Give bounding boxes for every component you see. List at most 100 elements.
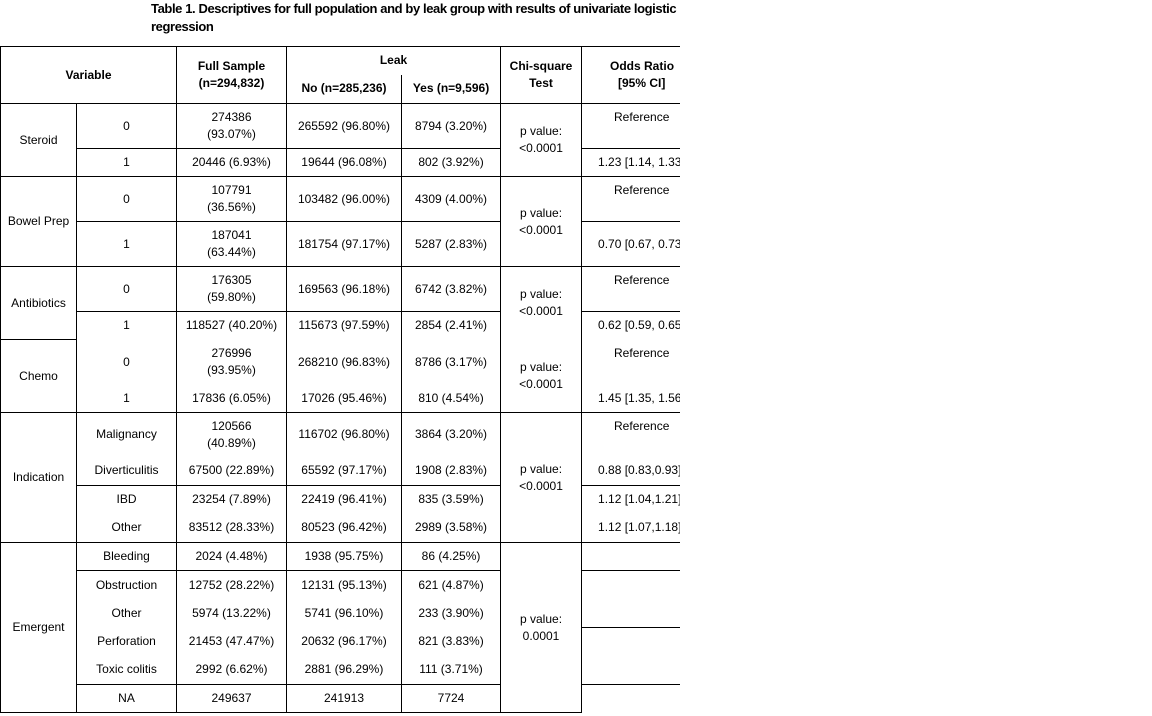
header-chi-label: Chi-square bbox=[509, 59, 573, 73]
full-count: 187041 bbox=[211, 228, 252, 242]
chi-square-cell: p value: <0.0001 bbox=[500, 412, 583, 543]
level-cell: 1 bbox=[76, 384, 177, 413]
full-sample-cell: 249637 bbox=[176, 684, 287, 713]
group-label-emergent: Emergent bbox=[0, 542, 77, 713]
table-row: Steroid 0 274386 (93.07%) 265592 (96.80%)… bbox=[0, 103, 681, 177]
leak-no-cell: 12131 (95.13%) bbox=[286, 570, 402, 600]
odds-ratio-cell: 0.70 [0.67, 0.73] bbox=[581, 221, 680, 267]
header-leak-yes: Yes (n=9,596) bbox=[401, 74, 502, 104]
chi-square-cell: p value: <0.0001 bbox=[500, 103, 583, 177]
full-percent: (93.95%) bbox=[207, 363, 256, 377]
leak-yes-cell: 233 (3.90%) bbox=[401, 599, 502, 628]
chi-square-cell: p value: 0.0001 bbox=[500, 542, 583, 713]
chi-square-cell: p value: <0.0001 bbox=[500, 266, 583, 340]
leak-yes-cell: 821 (3.83%) bbox=[401, 627, 502, 656]
p-label: p value: bbox=[520, 205, 563, 220]
header-full-sample-label: Full Sample bbox=[197, 59, 266, 73]
leak-no-cell: 2881 (96.29%) bbox=[286, 655, 402, 685]
full-count: 107791 bbox=[211, 183, 252, 197]
level-cell: NA bbox=[76, 684, 177, 713]
leak-yes-cell: 86 (4.25%) bbox=[401, 542, 502, 571]
full-percent: (40.89%) bbox=[207, 435, 256, 450]
table-row: Indication Malignancy 120566 (40.89%) 116… bbox=[0, 412, 681, 543]
full-percent: (59.80%) bbox=[207, 290, 256, 304]
level-cell: Bleeding bbox=[76, 542, 177, 571]
leak-no-cell: 1938 (95.75%) bbox=[286, 542, 402, 571]
group-label-bowel-prep: Bowel Prep bbox=[0, 176, 77, 267]
leak-yes-cell: 6742 (3.82%) bbox=[401, 266, 502, 312]
p-label: p value: bbox=[520, 461, 563, 476]
level-cell: Other bbox=[76, 513, 177, 543]
p-label: p value: bbox=[520, 359, 563, 374]
odds-ratio-cell: 0.62 [0.59, 0.65] bbox=[581, 311, 680, 340]
full-sample-cell: 2024 (4.48%) bbox=[176, 542, 287, 571]
p-value: <0.0001 bbox=[519, 141, 563, 155]
header-full-sample-n: (n=294,832) bbox=[198, 76, 265, 90]
odds-ratio-cell: 1.23 [1.14, 1.33] bbox=[581, 148, 680, 177]
level-cell: Other bbox=[76, 599, 177, 628]
full-sample-cell: 17836 (6.05%) bbox=[176, 384, 287, 413]
p-label: p value: bbox=[520, 124, 563, 138]
full-sample-cell: 23254 (7.89%) bbox=[176, 485, 287, 514]
level-cell: IBD bbox=[76, 485, 177, 514]
full-sample-cell: 176305 (59.80%) bbox=[176, 266, 287, 312]
level-cell: 0 bbox=[76, 266, 177, 312]
p-value: <0.0001 bbox=[519, 376, 563, 391]
leak-no-cell: 116702 (96.80%) bbox=[286, 412, 402, 457]
full-sample-cell: 187041 (63.44%) bbox=[176, 221, 287, 267]
leak-yes-cell: 810 (4.54%) bbox=[401, 384, 502, 413]
chi-square-cell: p value: <0.0001 bbox=[500, 176, 583, 267]
odds-ratio-cell: 1.12 [1.07,1.18] bbox=[581, 513, 680, 543]
chi-square-cell: p value: <0.0001 bbox=[500, 339, 583, 413]
table-row: Obstruction 12752 (28.22%) 12131 (95.13%… bbox=[1, 570, 681, 600]
header-odds-ratio: Odds Ratio [95% CI] bbox=[581, 46, 680, 104]
leak-no-cell: 181754 (97.17%) bbox=[286, 221, 402, 267]
level-cell: Diverticulitis bbox=[76, 456, 177, 486]
odds-ratio-reference: Reference bbox=[614, 183, 670, 197]
odds-ratio-cell bbox=[581, 542, 680, 571]
leak-yes-cell: 835 (3.59%) bbox=[401, 485, 502, 514]
odds-ratio-cell bbox=[581, 599, 680, 628]
odds-ratio-reference: Reference bbox=[614, 273, 670, 287]
odds-ratio-reference: Reference bbox=[614, 110, 670, 124]
group-label-chemo: Chemo bbox=[0, 339, 77, 413]
leak-yes-cell: 5287 (2.83%) bbox=[401, 221, 502, 267]
level-cell: 0 bbox=[76, 103, 177, 149]
p-value: <0.0001 bbox=[519, 222, 563, 237]
table-row: Bowel Prep 0 107791 (36.56%) 103482 (96.0… bbox=[0, 176, 681, 267]
leak-no-cell: 20632 (96.17%) bbox=[286, 627, 402, 656]
odds-ratio-cell: 1.12 [1.04,1.21] bbox=[598, 492, 680, 507]
full-sample-cell: 274386 (93.07%) bbox=[176, 103, 287, 149]
header-or-ci: [95% CI] bbox=[618, 76, 666, 90]
level-cell: 0 bbox=[76, 339, 177, 385]
table-row: Other 83512 (28.33%) 80523 (96.42%) 2989… bbox=[1, 513, 680, 543]
level-cell: Toxic colitis bbox=[76, 655, 177, 685]
leak-yes-cell: 4309 (4.00%) bbox=[401, 176, 502, 222]
level-cell: 1 bbox=[76, 221, 177, 267]
table-row: NA 249637 241913 7724 bbox=[1, 684, 681, 713]
full-sample-cell: 21453 (47.47%) bbox=[176, 627, 287, 656]
table-row: Emergent Bleeding 2024 (4.48%) 1938 (95.… bbox=[0, 542, 680, 713]
odds-ratio-cell: 1.45 [1.35, 1.56] bbox=[581, 384, 680, 413]
table-row: 1 118527 (40.20%) 115673 (97.59%) 2854 (… bbox=[1, 311, 680, 340]
descriptives-table: Variable Full Sample (n=294,832) Leak Ch… bbox=[0, 46, 680, 713]
header-leak: Leak bbox=[286, 46, 502, 75]
full-count: 274386 bbox=[211, 110, 252, 124]
leak-yes-cell: 1908 (2.83%) bbox=[401, 456, 502, 486]
leak-no-cell: 22419 (96.41%) bbox=[286, 485, 402, 514]
full-sample-cell: 20446 (6.93%) bbox=[176, 148, 287, 177]
full-sample-cell: 2992 (6.62%) bbox=[176, 655, 287, 685]
table-row: Diverticulitis 67500 (22.89%) 65592 (97.… bbox=[1, 456, 680, 486]
full-sample-cell: 118527 (40.20%) bbox=[176, 311, 287, 340]
full-count: 276996 bbox=[211, 346, 252, 360]
level-cell: Malignancy bbox=[76, 412, 177, 457]
group-label-indication: Indication bbox=[0, 412, 77, 543]
leak-yes-cell: 8786 (3.17%) bbox=[401, 339, 502, 385]
table-row: Other 5974 (13.22%) 5741 (96.10%) 233 (3… bbox=[1, 599, 680, 628]
header-variable: Variable bbox=[0, 46, 177, 104]
table-row: Antibiotics 0 176305 (59.80%) 169563 (96.… bbox=[0, 266, 681, 340]
p-value: <0.0001 bbox=[519, 304, 563, 319]
full-percent: (36.56%) bbox=[207, 200, 256, 214]
full-sample-cell: 107791 (36.56%) bbox=[176, 176, 287, 222]
table-row: 1 17836 (6.05%) 17026 (95.46%) 810 (4.54… bbox=[1, 384, 680, 413]
